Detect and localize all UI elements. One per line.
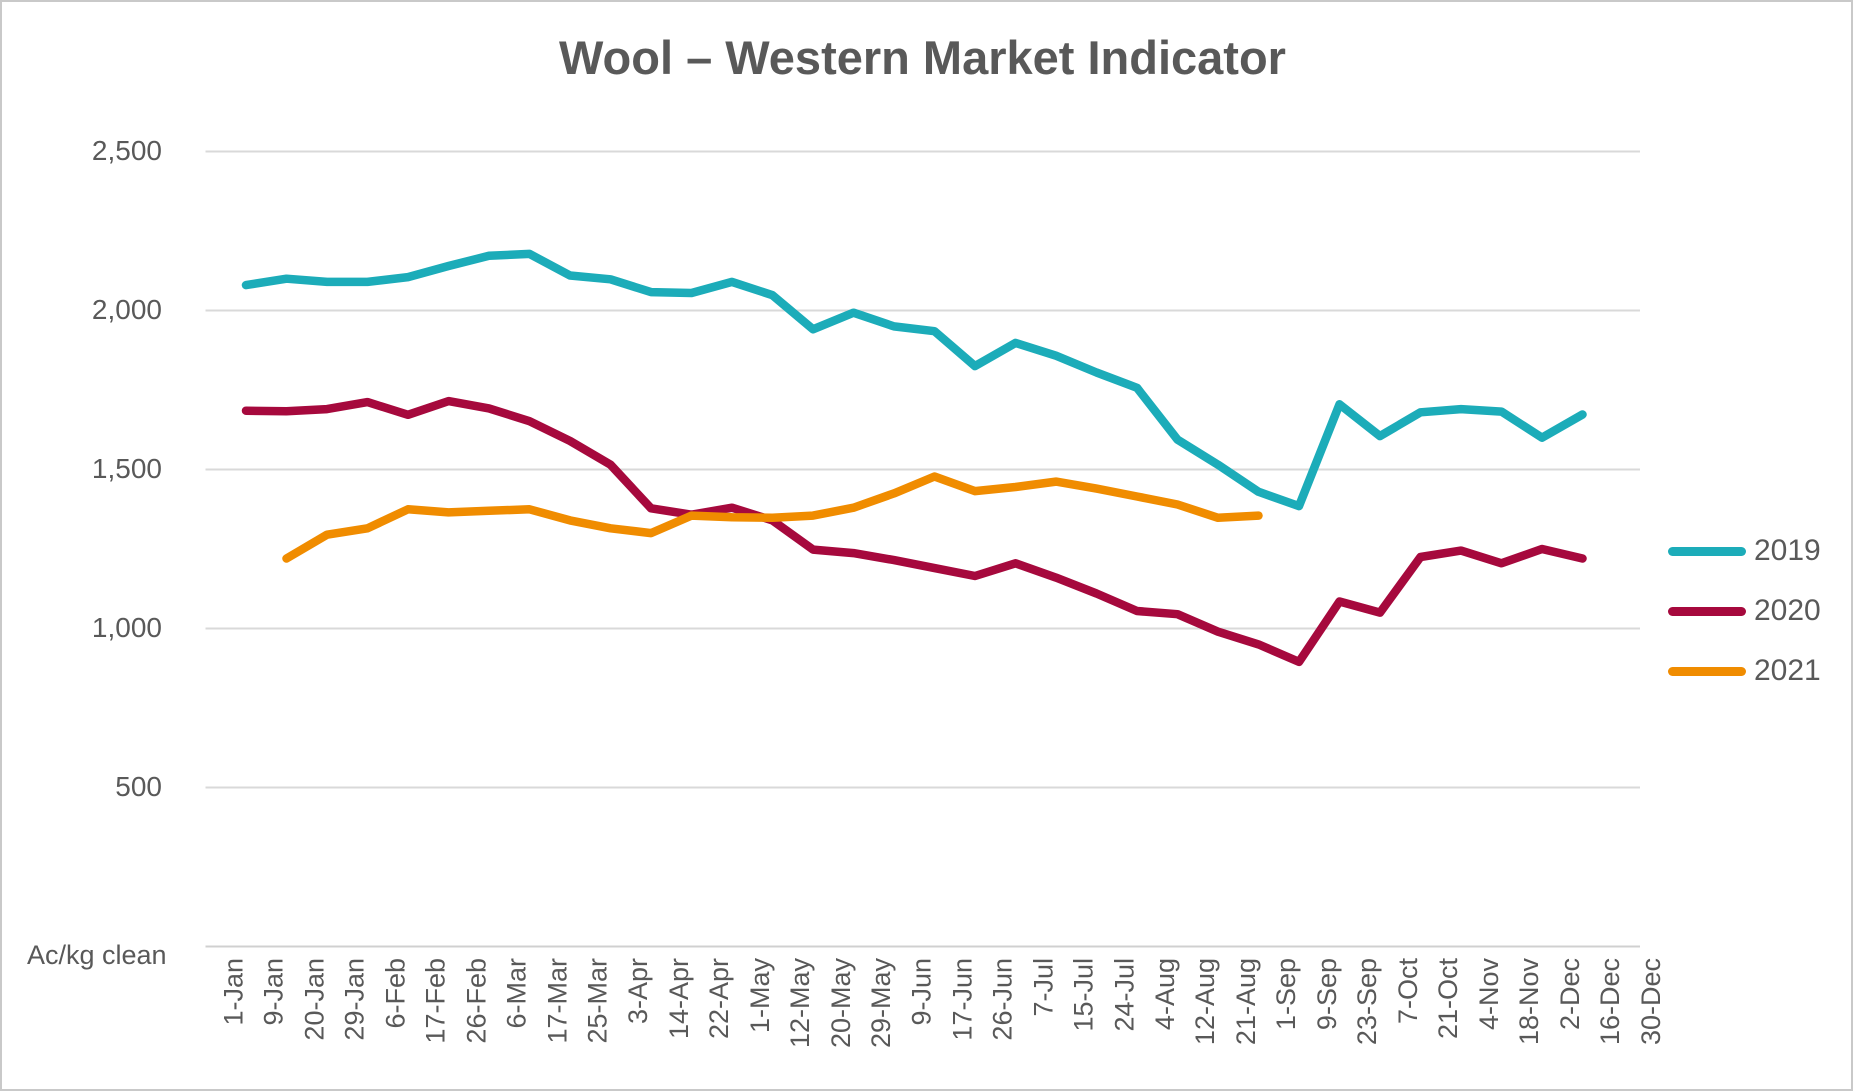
x-axis-tick-label: 18-Nov [1514,958,1545,1046]
legend-item-2020[interactable]: 2020 [1668,581,1821,641]
y-axis-tick-label: 1,500 [91,452,162,484]
line-2020 [241,396,1587,667]
x-axis-tick-label: 1-May [745,958,775,1034]
x-axis-tick-label: 9-Jun [907,958,937,1026]
x-axis-tick-label: 1-Sep [1271,958,1302,1031]
legend-item-2019[interactable]: 2019 [1668,521,1821,581]
x-axis-tick-label: 20-Jan [299,958,330,1041]
legend-swatch-2020 [1668,606,1746,616]
legend-item-2021[interactable]: 2021 [1668,641,1821,701]
x-axis-tick-label: 16-Dec [1595,958,1626,1046]
line-2019 [241,249,1587,511]
legend-label: 2021 [1754,654,1821,687]
chart-title: Wool – Western Market Indicator [559,31,1286,84]
y-axis-tick-label: 1,000 [91,611,162,643]
legend-label: 2020 [1754,594,1821,627]
legend-label: 2019 [1754,534,1821,567]
x-axis-tick-label: 7-Jul [1028,958,1059,1017]
x-axis-tick-label: 23-Sep [1352,958,1383,1046]
x-axis-tick-label: 1-Jan [218,958,249,1026]
x-axis-tick-label: 14-Apr [664,958,694,1040]
x-axis-tick-label: 17-Feb [421,958,451,1044]
x-axis-tick-label: 7-Oct [1393,958,1423,1025]
x-axis-tick-label: 9-Sep [1312,958,1342,1031]
x-axis-tick-label: 15-Jul [1069,958,1099,1032]
x-axis-tick-label: 12-May [785,958,816,1049]
x-axis-tick-label: 21-Oct [1433,958,1464,1040]
x-axis-tick-label: 2-Dec [1555,958,1585,1031]
y-axis-tick-label: 2,000 [91,293,162,325]
x-axis-tick-label: 22-Apr [704,958,735,1040]
x-axis-tick-label: 17-Mar [542,958,573,1044]
x-axis-tick-label: 17-Jun [947,958,978,1041]
x-axis-tick-label: 29-Jan [340,958,370,1041]
x-axis-tick-label: 4-Aug [1150,958,1180,1031]
x-axis-tick-label: 30-Dec [1636,958,1666,1046]
x-axis-tick-label: 26-Feb [461,958,492,1044]
legend-swatch-2021 [1668,666,1746,676]
x-axis-tick-label: 26-Jun [988,958,1018,1041]
y-axis-tick-label: 2,500 [91,134,162,166]
x-axis-tick-label: 12-Aug [1190,958,1221,1046]
x-axis-tick-label: 24-Jul [1109,958,1140,1032]
y-axis-unit-label: Ac/kg clean [27,940,167,970]
x-axis-tick-label: 29-May [866,958,897,1049]
x-axis-tick-label: 6-Mar [502,958,532,1029]
y-axis-tick-label: 500 [115,770,162,802]
x-axis-tick-label: 4-Nov [1474,958,1504,1031]
x-axis-tick-label: 6-Feb [380,958,411,1029]
line-2021 [282,472,1263,563]
x-axis-tick-label: 25-Mar [583,958,613,1044]
x-axis-tick-label: 9-Jan [259,958,289,1026]
x-axis-tick-label: 21-Aug [1231,958,1261,1046]
legend-swatch-2019 [1668,546,1746,556]
x-axis-tick-label: 20-May [826,958,856,1049]
legend: 2019 2020 2021 [1668,521,1821,701]
x-axis-tick-label: 3-Apr [623,958,654,1025]
